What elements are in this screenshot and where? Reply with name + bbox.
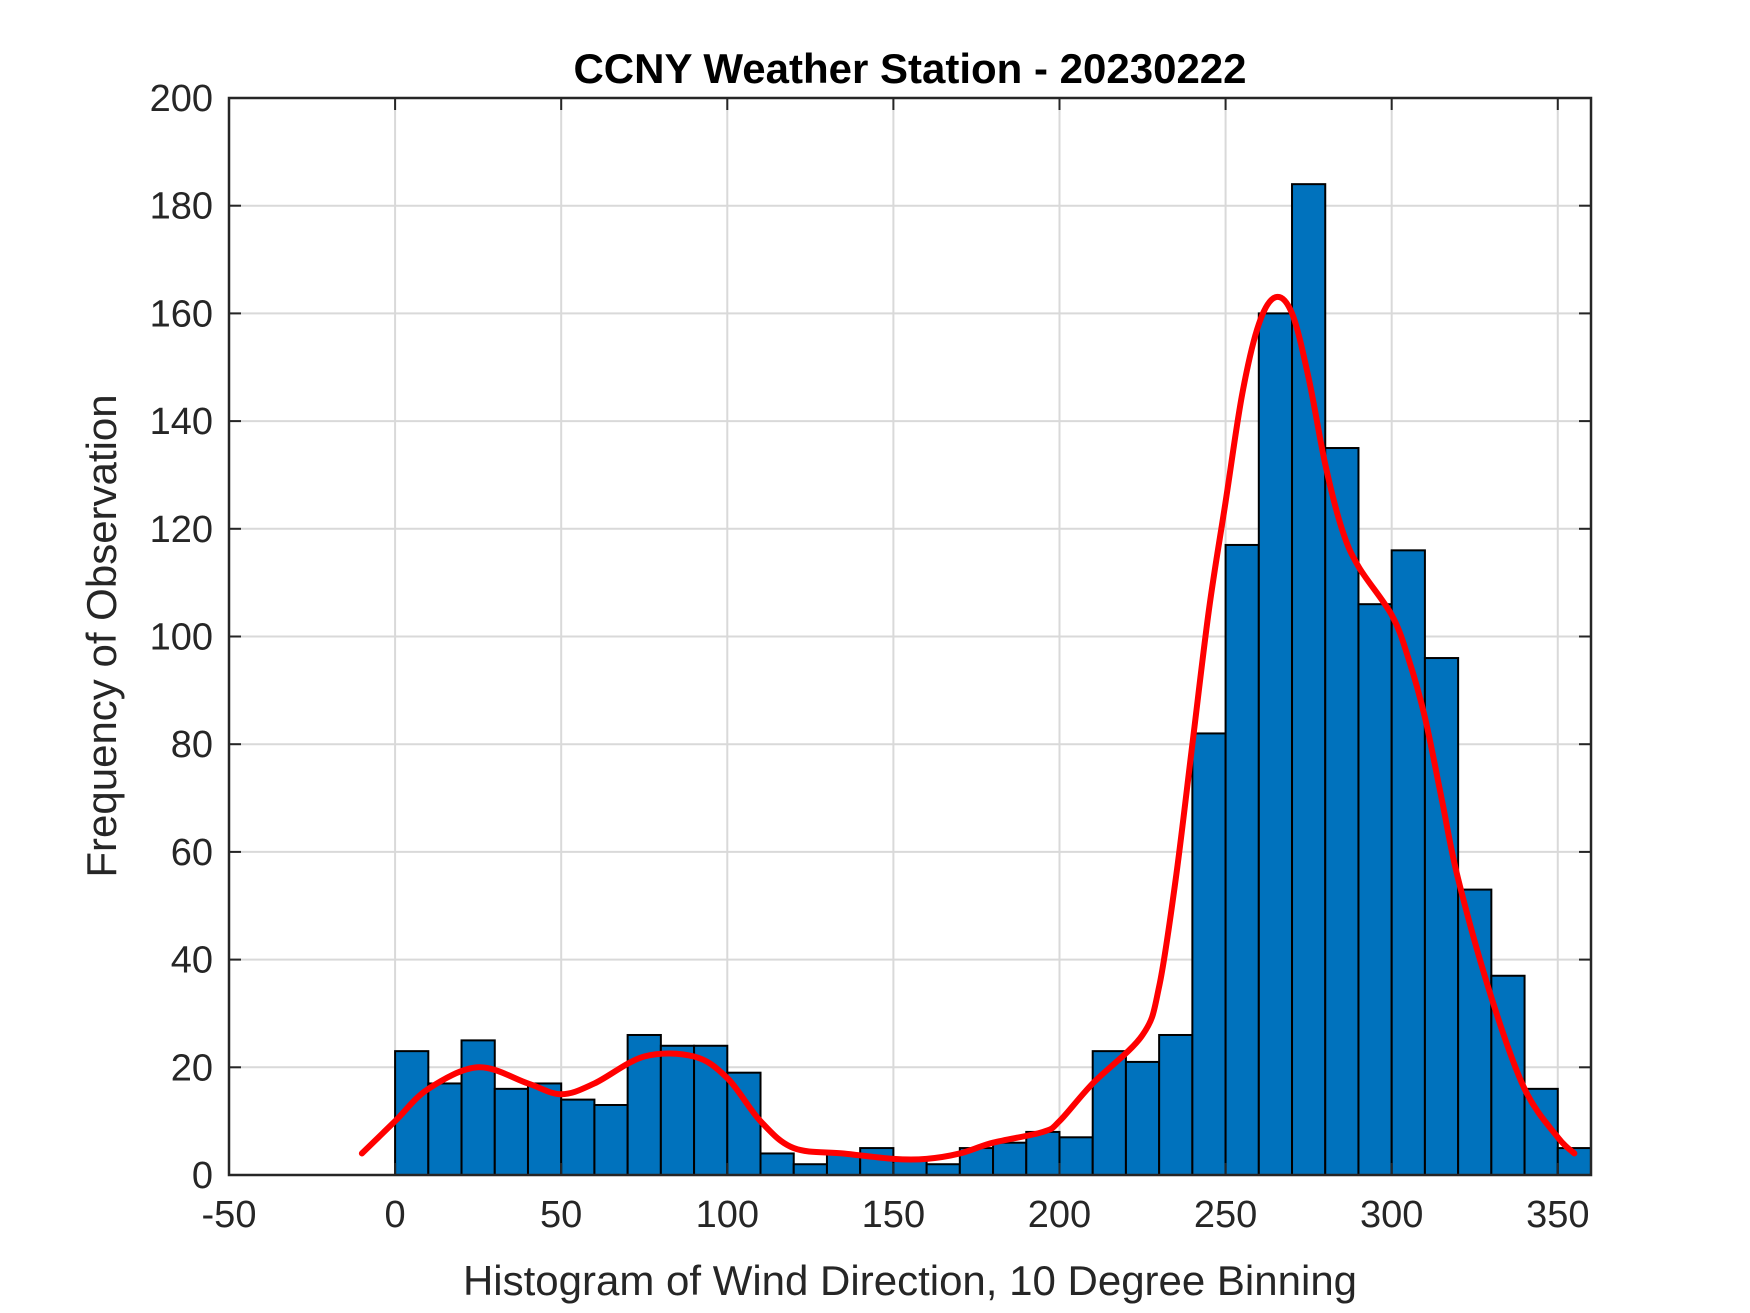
y-tick-label: 180 (150, 186, 213, 228)
x-tick-label: 0 (385, 1194, 406, 1236)
y-tick-label: 100 (150, 617, 213, 659)
histogram-bar (560, 1098, 596, 1176)
histogram-bars (394, 183, 1593, 1177)
histogram-bar (526, 1082, 563, 1176)
chart-title: CCNY Weather Station - 20230222 (573, 45, 1246, 92)
density-curve-line (358, 293, 1578, 1163)
y-tick-labels: 0 20 40 60 80 100 120 140 160 180 200 (150, 78, 213, 1197)
histogram-bar (1025, 1130, 1061, 1177)
histogram-bar (460, 1039, 496, 1176)
y-tick-label: 120 (150, 509, 213, 551)
histogram-bar (859, 1147, 895, 1176)
x-tick-labels: -50 0 50 100 150 200 250 300 350 (202, 1194, 1590, 1236)
y-tick-label: 0 (192, 1155, 213, 1197)
histogram-bar (1124, 1060, 1161, 1177)
histogram-bar (493, 1087, 529, 1176)
histogram-bar (992, 1141, 1028, 1176)
histogram-bar (792, 1163, 828, 1176)
histogram-bar (1357, 603, 1393, 1176)
histogram-bar (726, 1071, 762, 1177)
histogram-bar (659, 1044, 696, 1177)
x-tick-label: 100 (696, 1194, 759, 1236)
density-curve (358, 293, 1578, 1163)
histogram-bar (925, 1163, 961, 1176)
y-tick-label: 200 (150, 78, 213, 120)
x-tick-label: 200 (1028, 1194, 1091, 1236)
x-tick-label: 250 (1194, 1194, 1257, 1236)
histogram-bar (1291, 183, 1327, 1177)
y-tick-label: 140 (150, 401, 213, 443)
y-tick-label: 60 (171, 832, 213, 874)
histogram-bar (593, 1103, 629, 1176)
histogram-bar (1191, 732, 1227, 1176)
x-tick-label: -50 (202, 1194, 257, 1236)
histogram-bar (1224, 543, 1260, 1176)
y-tick-label: 80 (171, 724, 213, 766)
histogram-bar (1058, 1136, 1094, 1177)
histogram-bar (1257, 312, 1294, 1176)
x-axis-label: Histogram of Wind Direction, 10 Degree B… (463, 1257, 1357, 1304)
axis-ticks (228, 97, 1591, 1176)
y-axis-label: Frequency of Observation (78, 394, 125, 877)
histogram-bar (759, 1152, 795, 1176)
x-tick-label: 350 (1526, 1194, 1589, 1236)
x-tick-label: 50 (540, 1194, 582, 1236)
histogram-bar (1158, 1033, 1194, 1176)
y-tick-label: 160 (150, 293, 213, 335)
y-tick-label: 40 (171, 940, 213, 982)
y-tick-label: 20 (171, 1047, 213, 1089)
histogram-bar (1390, 549, 1426, 1176)
x-tick-label: 150 (862, 1194, 925, 1236)
histogram-bar (427, 1082, 463, 1176)
x-tick-label: 300 (1360, 1194, 1423, 1236)
